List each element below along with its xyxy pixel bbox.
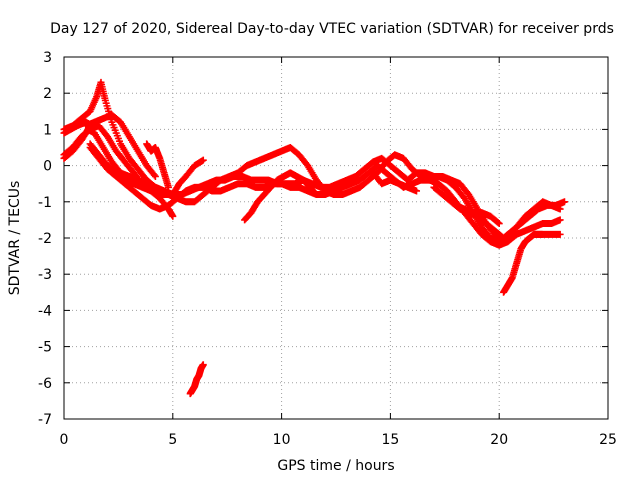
data-point <box>312 190 320 198</box>
grid-lines <box>64 57 608 419</box>
y-tick-label: -2 <box>38 231 52 247</box>
data-point <box>199 156 207 164</box>
data-point <box>494 219 502 227</box>
y-tick-label: 1 <box>43 122 52 138</box>
y-tick-label: -6 <box>38 376 52 392</box>
y-tick-label: 0 <box>43 159 52 175</box>
data-point <box>556 216 564 224</box>
series-arc-m <box>500 230 564 296</box>
y-tick-label: -4 <box>38 303 52 319</box>
series-arc-j <box>369 169 421 195</box>
x-tick-label: 10 <box>273 432 291 448</box>
series-arc-n <box>186 361 207 398</box>
series-arc-h <box>143 140 172 191</box>
data-point <box>556 230 564 238</box>
x-axis-ticks: 0 5 10 15 20 25 <box>60 57 617 448</box>
series-arc-f <box>86 144 564 249</box>
x-tick-label: 20 <box>490 432 508 448</box>
data-point <box>150 171 158 179</box>
x-tick-label: 0 <box>60 432 69 448</box>
data-point <box>169 212 177 220</box>
data-point <box>500 234 508 242</box>
y-tick-label: -3 <box>38 267 52 283</box>
y-tick-label: -5 <box>38 340 52 356</box>
x-axis-label: GPS time / hours <box>277 458 394 474</box>
data-point <box>312 191 320 199</box>
series-arc-l <box>452 201 503 228</box>
data-point <box>495 220 503 228</box>
y-tick-label: 2 <box>43 86 52 102</box>
data-point <box>199 361 207 369</box>
x-tick-label: 25 <box>599 432 617 448</box>
data-point <box>556 205 564 213</box>
series-arc-i <box>241 169 320 224</box>
data-point <box>413 187 421 195</box>
x-tick-label: 15 <box>381 432 399 448</box>
chart-title: Day 127 of 2020, Sidereal Day-to-day VTE… <box>50 21 614 37</box>
y-axis-ticks: -7 -6 -5 -4 -3 -2 -1 0 1 2 3 <box>38 50 608 428</box>
y-axis-label: SDTVAR / TECUs <box>7 181 23 296</box>
data-point <box>151 172 159 180</box>
y-tick-label: -7 <box>38 412 52 428</box>
data-points <box>60 78 568 398</box>
y-tick-label: 3 <box>43 50 52 66</box>
data-point <box>498 233 506 241</box>
series-arc-g <box>82 111 159 180</box>
x-tick-label: 5 <box>168 432 177 448</box>
y-tick-label: -1 <box>38 195 52 211</box>
data-point <box>164 183 172 191</box>
data-point <box>560 198 568 206</box>
